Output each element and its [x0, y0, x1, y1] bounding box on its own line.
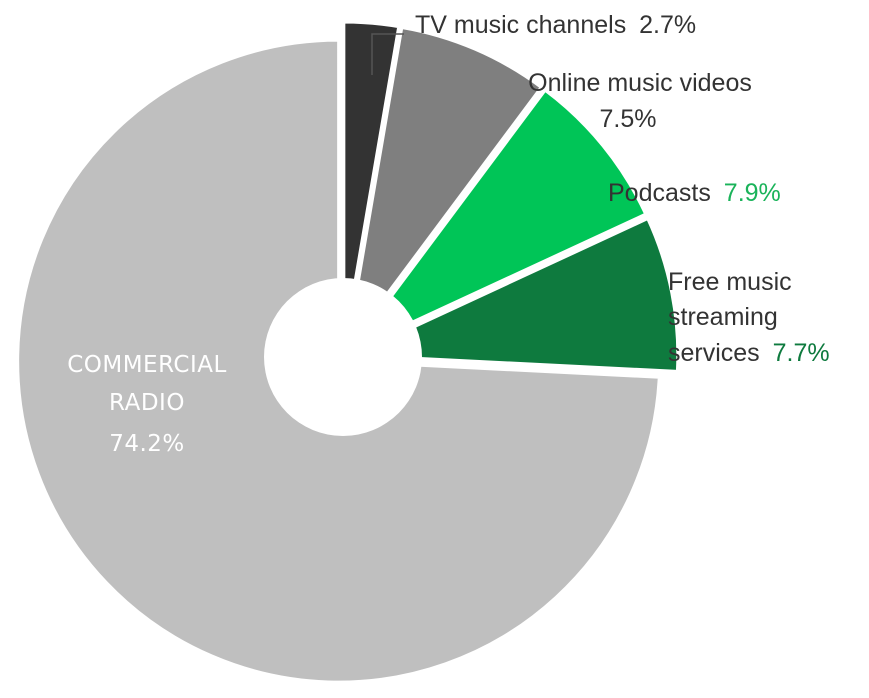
tv-label-name: TV music channels: [415, 11, 626, 39]
pie-slice-online-music-videos: [345, 25, 543, 350]
free-label-line3: services 7.7%: [668, 339, 830, 367]
radio-label-line1: COMMERCIAL: [67, 352, 227, 378]
online-label-value: 7.5%: [600, 105, 657, 133]
radio-label-line2: RADIO: [109, 390, 185, 416]
podcasts-label: Podcasts 7.9%: [608, 179, 781, 207]
free-label-line3-text: services: [668, 339, 760, 367]
donut-hole: [264, 278, 422, 436]
tv-label-value: 2.7%: [639, 11, 696, 39]
free-label-line1: Free music: [668, 268, 792, 296]
podcasts-label-name: Podcasts: [608, 179, 711, 207]
tv-leader-line: [371, 33, 404, 75]
online-label-name: Online music videos: [528, 69, 752, 97]
pie-slice-podcasts: [349, 88, 648, 353]
pie-slice-tv-music-channels: [342, 20, 401, 349]
tv-label: TV music channels 2.7%: [415, 11, 696, 39]
radio-label-value: 74.2%: [109, 431, 185, 457]
pie-slice-free-music-streaming-services: [351, 217, 680, 373]
podcasts-label-value: 7.9%: [724, 179, 781, 207]
free-label-value: 7.7%: [773, 339, 830, 367]
free-label-line2: streaming: [668, 303, 778, 331]
